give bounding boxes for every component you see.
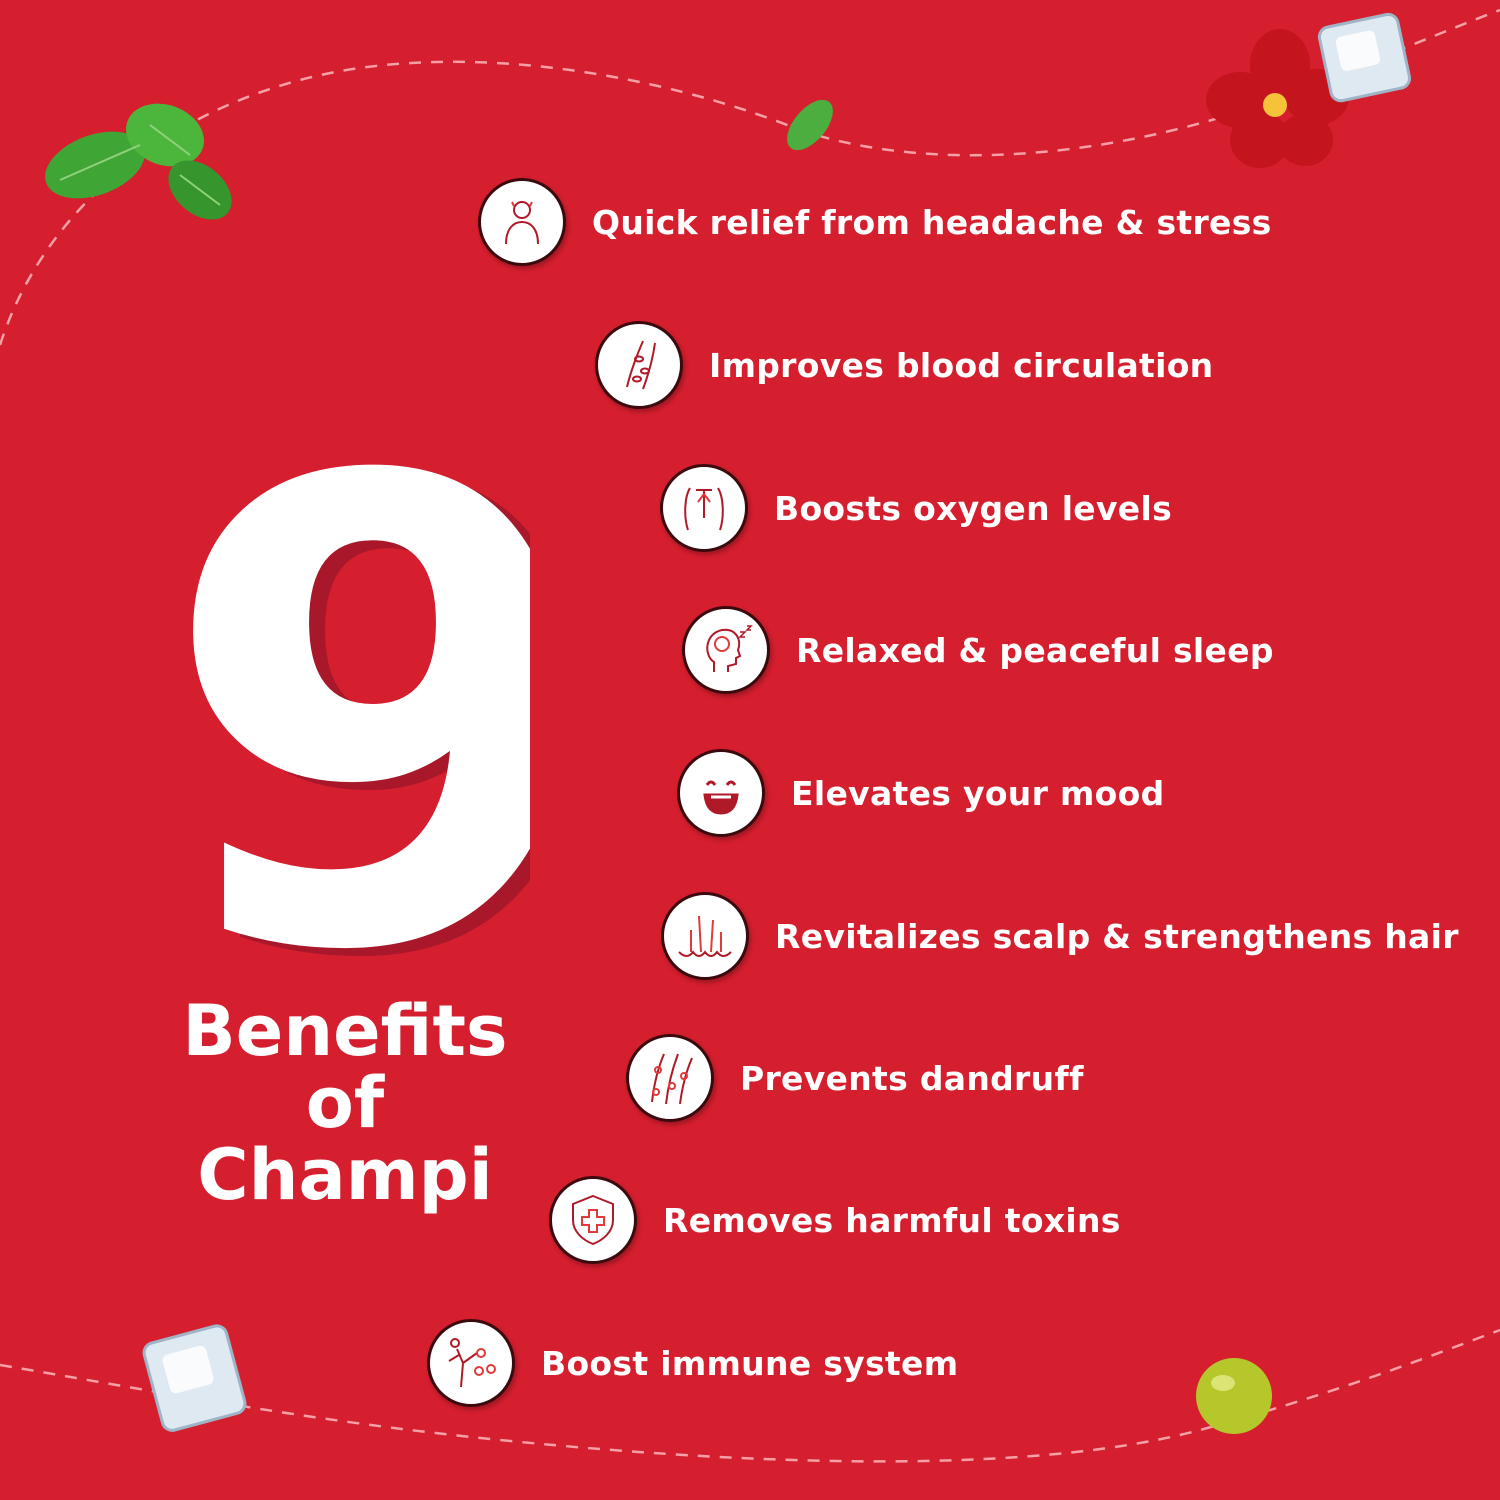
benefit-item: Revitalizes scalp & strengthens hair bbox=[661, 892, 1459, 980]
torso-lungs-icon bbox=[660, 464, 748, 552]
benefit-label: Boost immune system bbox=[541, 1343, 959, 1383]
title-line-1: Benefits bbox=[182, 990, 508, 1072]
benefit-label: Quick relief from headache & stress bbox=[592, 202, 1272, 242]
benefit-label: Relaxed & peaceful sleep bbox=[796, 630, 1274, 670]
sleeping-brain-icon bbox=[682, 606, 770, 694]
benefit-label: Revitalizes scalp & strengthens hair bbox=[775, 916, 1459, 956]
head-shoulders-icon bbox=[478, 178, 566, 266]
benefit-label: Improves blood circulation bbox=[709, 345, 1214, 385]
benefit-item: Boost immune system bbox=[427, 1319, 958, 1407]
benefit-item: Quick relief from headache & stress bbox=[478, 178, 1272, 266]
smiley-icon bbox=[677, 749, 765, 837]
blood-vessel-icon bbox=[595, 321, 683, 409]
benefit-item: Elevates your mood bbox=[677, 749, 1165, 837]
hair-strands-icon bbox=[626, 1034, 714, 1122]
benefit-label: Boosts oxygen levels bbox=[774, 488, 1173, 528]
mint-leaf-decoration bbox=[787, 99, 833, 151]
mint-leaves-decoration bbox=[45, 103, 232, 220]
benefit-item: Removes harmful toxins bbox=[549, 1176, 1121, 1264]
benefit-item: Prevents dandruff bbox=[626, 1034, 1084, 1122]
title-line-2: of Champi bbox=[197, 1062, 493, 1216]
benefit-item: Improves blood circulation bbox=[595, 321, 1213, 409]
hair-follicle-icon bbox=[661, 892, 749, 980]
shield-cross-icon bbox=[549, 1176, 637, 1264]
benefit-item: Relaxed & peaceful sleep bbox=[682, 606, 1274, 694]
ice-cube-decoration bbox=[142, 1324, 247, 1432]
benefit-label: Prevents dandruff bbox=[740, 1058, 1084, 1098]
benefit-item: Boosts oxygen levels bbox=[660, 464, 1172, 552]
immune-fighter-icon bbox=[427, 1319, 515, 1407]
page-title: Benefits of Champi bbox=[160, 995, 530, 1211]
amla-fruit-decoration bbox=[1196, 1358, 1272, 1434]
benefit-label: Elevates your mood bbox=[791, 773, 1165, 813]
big-number-nine: 9 bbox=[160, 455, 530, 980]
ice-cube-decoration bbox=[1317, 12, 1412, 103]
benefit-label: Removes harmful toxins bbox=[663, 1200, 1121, 1240]
